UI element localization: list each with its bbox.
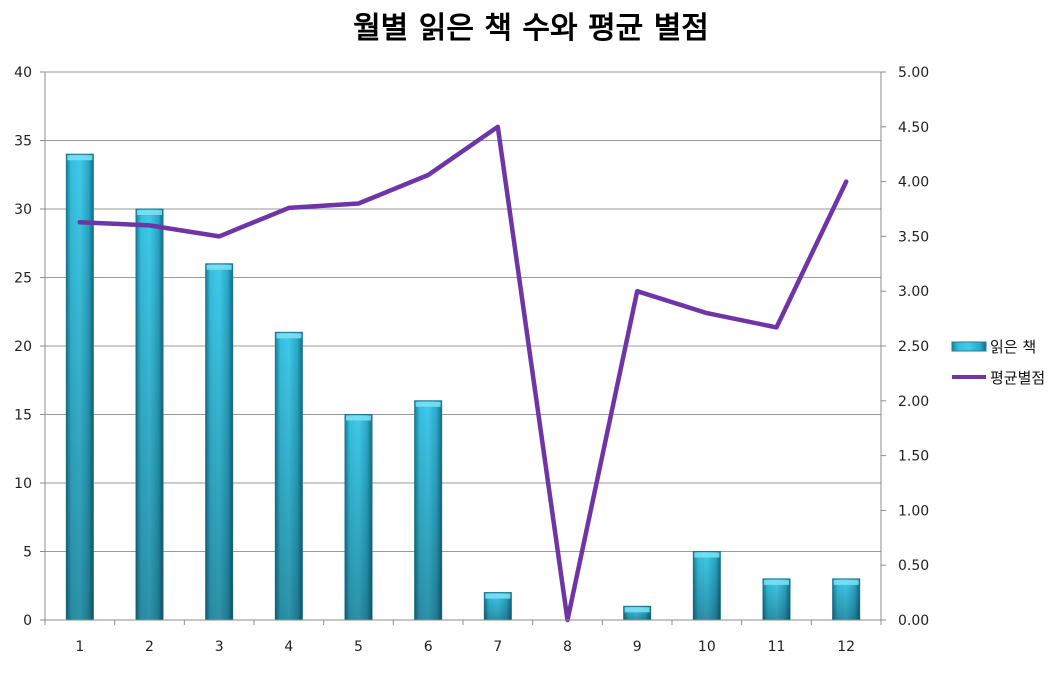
bar-12 [833,579,860,620]
grid-lines [45,72,881,620]
line-path [80,127,846,620]
right-tick-label: 0.50 [898,558,929,574]
right-tick-label: 4.00 [898,175,929,191]
left-tick-label: 10 [14,476,32,492]
bar-10 [693,552,720,621]
legend-item-line: 평균별점 [952,369,1045,387]
bar-9 [624,606,651,620]
right-tick-label: 2.00 [898,394,929,410]
bar-7 [484,593,511,620]
x-tick-label: 6 [424,639,433,655]
x-tick-label: 5 [354,639,363,655]
axes [40,72,886,625]
x-tick-label: 7 [493,639,502,655]
bar-3 [206,264,233,620]
left-tick-label: 5 [23,545,32,561]
left-tick-label: 30 [14,202,32,218]
x-tick-label: 2 [145,639,154,655]
left-tick-label: 40 [14,65,32,81]
legend-label-bars: 읽은 책 [990,338,1036,356]
left-tick-label: 15 [14,408,32,424]
bar-11 [763,579,790,620]
left-tick-label: 25 [14,271,32,287]
bar-5 [345,415,372,621]
right-tick-label: 4.50 [898,120,929,136]
bar-6 [415,401,442,620]
left-tick-label: 20 [14,339,32,355]
left-tick-label: 35 [14,134,32,150]
legend-item-bars: 읽은 책 [952,338,1036,356]
legend-label-line: 평균별점 [990,369,1045,387]
right-tick-label: 1.00 [898,503,929,519]
x-tick-label: 9 [633,639,642,655]
legend-swatch-bar [952,342,986,351]
bar-series [66,154,859,620]
right-tick-label: 1.50 [898,449,929,465]
line-series [80,127,847,620]
right-tick-label: 3.00 [898,284,929,300]
x-tick-label: 12 [837,639,855,655]
legend: 읽은 책 평균별점 [952,338,1045,387]
right-tick-label: 3.50 [898,229,929,245]
x-tick-label: 1 [75,639,84,655]
chart-title: 월별 읽은 책 수와 평균 별점 [353,11,709,46]
x-tick-label: 8 [563,639,572,655]
right-axis-tick-labels: 0.00 0.50 1.00 1.50 2.00 2.50 3.00 3.50 4.00 4.50… [898,65,929,629]
x-tick-label: 4 [284,639,293,655]
right-tick-label: 2.50 [898,339,929,355]
left-axis-tick-labels: 0 5 10 15 20 25 30 35 40 [14,65,32,629]
left-tick-label: 0 [23,613,32,629]
bar-2 [136,209,163,620]
x-tick-label: 3 [215,639,224,655]
x-tick-label: 10 [698,639,716,655]
x-tick-label: 11 [768,639,786,655]
right-tick-label: 5.00 [898,65,929,81]
right-tick-label: 0.00 [898,613,929,629]
bar-4 [275,332,302,620]
